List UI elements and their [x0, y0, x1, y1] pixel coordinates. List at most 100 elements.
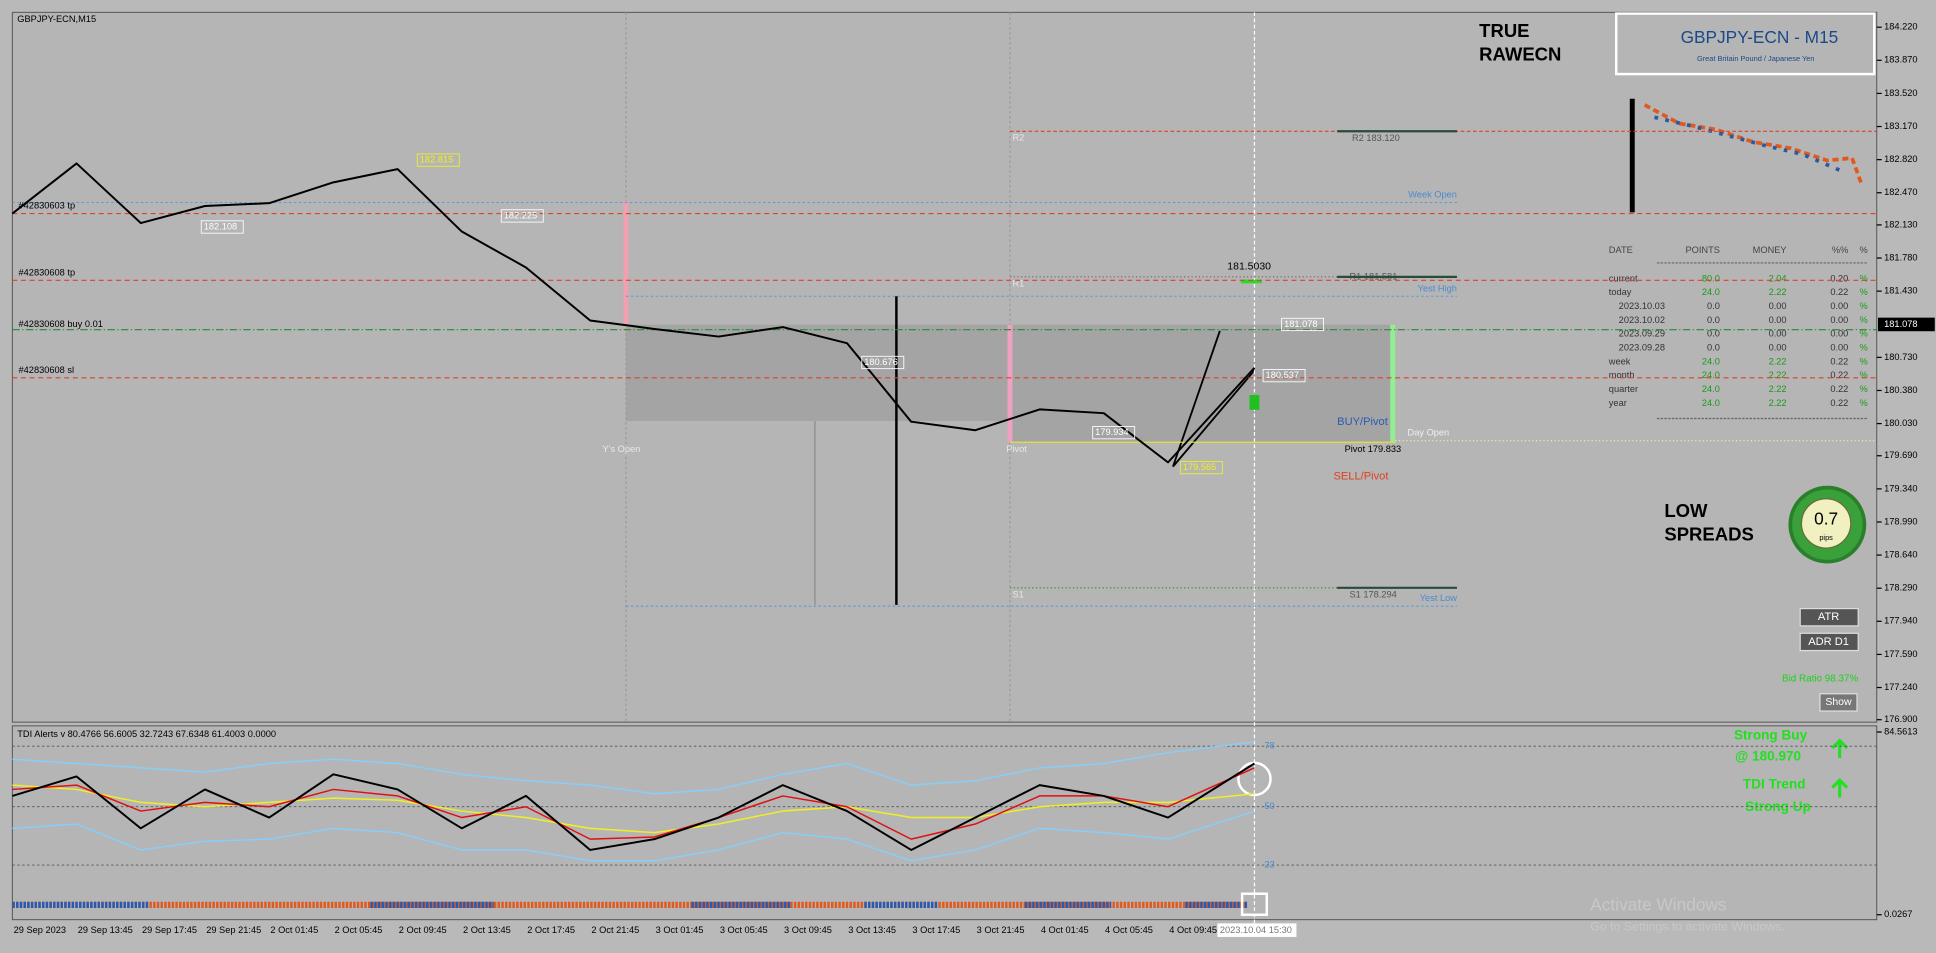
watermark: Go to Settings to activate Windows. [1590, 919, 1785, 933]
y-tick-label: 178.640 [1884, 550, 1917, 560]
table-cell: 2.22 [1769, 370, 1787, 380]
level-label: Week Open [1408, 190, 1457, 200]
y-tick-label: 183.870 [1884, 55, 1917, 65]
adr-button[interactable] [1799, 632, 1859, 652]
table-cell: 0.00 [1769, 343, 1787, 353]
y-tick-label: 182.820 [1884, 154, 1917, 164]
price-tag-label: 181.078 [1284, 319, 1317, 329]
series-line [12, 784, 1255, 834]
table-cell: 0.0 [1707, 315, 1720, 325]
spreads-label: LOW [1664, 500, 1708, 521]
x-tick-label: 3 Oct 17:45 [912, 925, 960, 935]
brand: TRUE [1479, 20, 1529, 41]
table-cell: 2.22 [1769, 384, 1787, 394]
signal-highlight [1237, 761, 1272, 797]
table-cell: 0.00 [1830, 343, 1848, 353]
note: Pivot [1006, 444, 1027, 454]
symbol-box [1614, 12, 1876, 76]
table-cell: 24.0 [1702, 398, 1720, 408]
table-cell: % [1859, 273, 1867, 283]
table-cell: 2.22 [1769, 356, 1787, 366]
x-tick-label: 2 Oct 13:45 [463, 925, 511, 935]
time-highlight [1217, 923, 1297, 937]
table-header: POINTS [1685, 245, 1719, 255]
note: BUY/Pivot [1337, 416, 1388, 428]
note: 181.5030 [1227, 261, 1271, 272]
level-label: #42830608 buy 0.01 [19, 319, 103, 329]
atr-button-label[interactable]: ATR [1818, 611, 1839, 623]
series-line [12, 767, 1255, 840]
table-cell: current [1609, 273, 1638, 283]
y-tick-label: 179.690 [1884, 450, 1917, 460]
range-marker [623, 201, 629, 325]
level-label: #42830608 sl [19, 365, 75, 375]
spread-value: 0.7 [1814, 508, 1838, 528]
series-line [12, 762, 1255, 851]
level-label: #42830603 tp [19, 201, 76, 211]
table-cell: 0.20 [1830, 273, 1848, 283]
mini-chart [1643, 103, 1864, 186]
table-cell: 0.0 [1707, 329, 1720, 339]
level-label: Yest High [1418, 283, 1457, 293]
trend-line [1172, 330, 1221, 467]
table-cell: quarter [1609, 384, 1638, 394]
table-cell: 2023.09.28 [1619, 343, 1665, 353]
note: S1 [1012, 589, 1023, 599]
x-tick-label: 3 Oct 09:45 [784, 925, 832, 935]
price-tag-label: 182.815 [420, 155, 453, 165]
note: R2 [1012, 133, 1024, 143]
bid-ratio: Bid Ratio 98.37% [1782, 674, 1858, 685]
price-tag [416, 153, 460, 167]
table-cell: 0.0 [1707, 343, 1720, 353]
x-tick-label: 29 Sep 13:45 [78, 925, 133, 935]
level-label: Day Open [1408, 428, 1450, 438]
table-cell: % [1859, 315, 1867, 325]
symbol-title: GBPJPY-ECN - M15 [1681, 27, 1839, 47]
spreads-label: SPREADS [1664, 524, 1753, 545]
table-cell: 24.0 [1702, 287, 1720, 297]
signal-text: TDI Trend [1743, 777, 1806, 792]
y-tick-label: 177.940 [1884, 616, 1917, 626]
table-cell: 80.0 [1702, 273, 1720, 283]
x-tick-label: 2 Oct 05:45 [335, 925, 383, 935]
level-label: #42830608 tp [19, 267, 76, 277]
table-cell: % [1859, 370, 1867, 380]
table-cell: % [1859, 343, 1867, 353]
indicator-level-label: 23 [1264, 860, 1274, 870]
table-cell: 24.0 [1702, 370, 1720, 380]
atr-button[interactable] [1799, 607, 1859, 627]
table-cell: 2023.09.29 [1619, 329, 1665, 339]
note: SELL/Pivot [1333, 470, 1388, 482]
x-tick-label: 29 Sep 2023 [14, 925, 66, 935]
price-tag-label: 182.108 [204, 221, 237, 231]
y-tick-label: 183.170 [1884, 121, 1917, 131]
y-tick-label: 184.220 [1884, 22, 1917, 32]
table-cell: % [1859, 356, 1867, 366]
adr-button-label[interactable]: ADR D1 [1808, 636, 1849, 648]
table-cell: 0.00 [1830, 315, 1848, 325]
table-cell: 0.00 [1769, 329, 1787, 339]
price-tag [500, 209, 544, 223]
x-tick-label: 2 Oct 01:45 [270, 925, 318, 935]
signal-highlight [1240, 892, 1269, 916]
table-cell: year [1609, 398, 1627, 408]
show-button-label[interactable]: Show [1825, 697, 1852, 708]
y-tick-label: 84.5613 [1884, 726, 1917, 736]
table-cell: 2.04 [1769, 273, 1787, 283]
y-tick-label: 178.990 [1884, 516, 1917, 526]
buy-arrow [1249, 395, 1260, 410]
table-cell: 0.00 [1769, 301, 1787, 311]
table-cell: 0.00 [1830, 301, 1848, 311]
table-cell: 0.00 [1769, 315, 1787, 325]
indicator-level-label: 78 [1264, 741, 1274, 751]
table-header: DATE [1609, 245, 1633, 255]
table-cell: 0.00 [1830, 329, 1848, 339]
table-cell: % [1859, 287, 1867, 297]
table-cell: 2.22 [1769, 287, 1787, 297]
signal-text: Strong Buy [1734, 727, 1808, 742]
indicator-panel [11, 725, 1878, 921]
show-button[interactable] [1819, 693, 1858, 712]
x-tick-label: 3 Oct 21:45 [977, 925, 1025, 935]
table-cell: % [1859, 398, 1867, 408]
yesterday-range [625, 324, 1010, 421]
